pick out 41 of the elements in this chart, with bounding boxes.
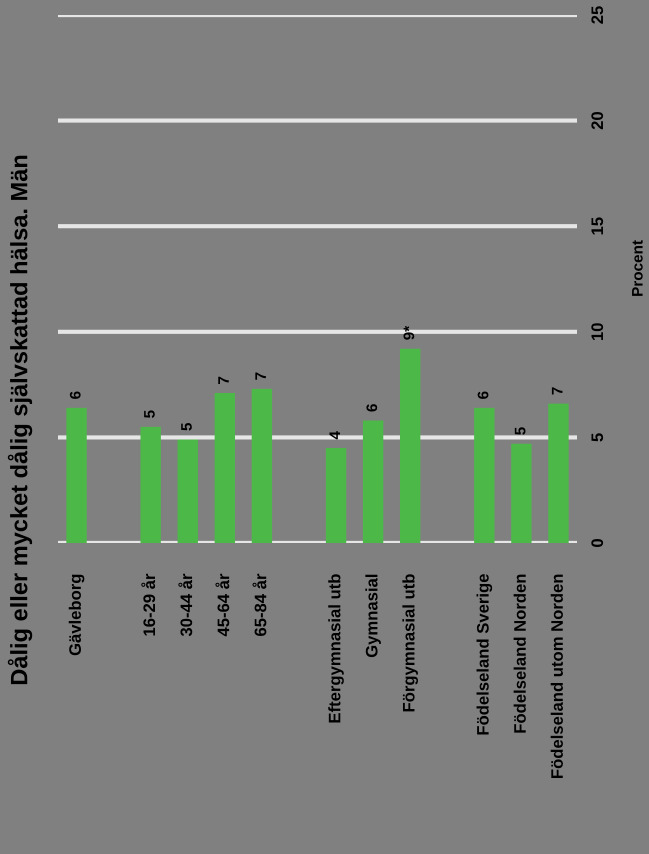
bar bbox=[214, 393, 236, 543]
bar bbox=[474, 408, 495, 543]
x-tick-label: Gävleborg bbox=[68, 574, 84, 656]
y-axis-title: Procent bbox=[632, 240, 643, 296]
bar bbox=[400, 348, 420, 543]
data-label: 5 bbox=[144, 410, 155, 418]
data-label: 5 bbox=[181, 422, 192, 431]
x-tick-label: 30-44 år bbox=[178, 574, 192, 636]
text: Dålig eller mycket dålig självskattad hälsa. Män bbox=[8, 156, 32, 684]
bar bbox=[548, 404, 569, 543]
x-tick-label: Födelseland utom Norden bbox=[550, 574, 563, 778]
x-tick-label: 45-64 år bbox=[215, 574, 230, 636]
x-tick-label: Eftergymnasial utb bbox=[328, 574, 344, 722]
x-tick-label: Födelseland Sverige bbox=[476, 574, 492, 735]
bar bbox=[362, 420, 384, 543]
data-label: 4 bbox=[329, 431, 340, 440]
y-tick-label: 25 bbox=[591, 6, 604, 24]
data-label: 9* bbox=[403, 326, 414, 340]
bar bbox=[511, 444, 532, 543]
data-label: 6 bbox=[366, 404, 378, 412]
data-label: 5 bbox=[514, 427, 526, 435]
data-label: 7 bbox=[255, 372, 266, 380]
x-tick-label: Förgymnasial utb bbox=[402, 574, 418, 712]
x-tick-label: Födelseland Norden bbox=[514, 574, 526, 733]
y-tick-label: 0 bbox=[591, 539, 604, 547]
y-tick-label: 15 bbox=[592, 217, 604, 234]
x-tick-label: 65-84 år bbox=[252, 574, 266, 636]
bar bbox=[178, 440, 198, 543]
data-label: 6 bbox=[478, 391, 488, 399]
y-tick-label: 20 bbox=[591, 112, 604, 130]
data-label: 7 bbox=[218, 376, 229, 384]
x-tick-label: 16-29 år bbox=[141, 574, 156, 636]
y-tick-label: 5 bbox=[592, 433, 604, 442]
bar bbox=[326, 448, 346, 543]
data-label: 6 bbox=[70, 391, 81, 399]
bar bbox=[66, 408, 87, 543]
bar bbox=[140, 426, 161, 543]
bar bbox=[252, 388, 272, 543]
x-tick-label: Gymnasial bbox=[365, 574, 381, 658]
y-tick-label: 10 bbox=[591, 323, 604, 340]
data-label: 7 bbox=[552, 387, 562, 395]
